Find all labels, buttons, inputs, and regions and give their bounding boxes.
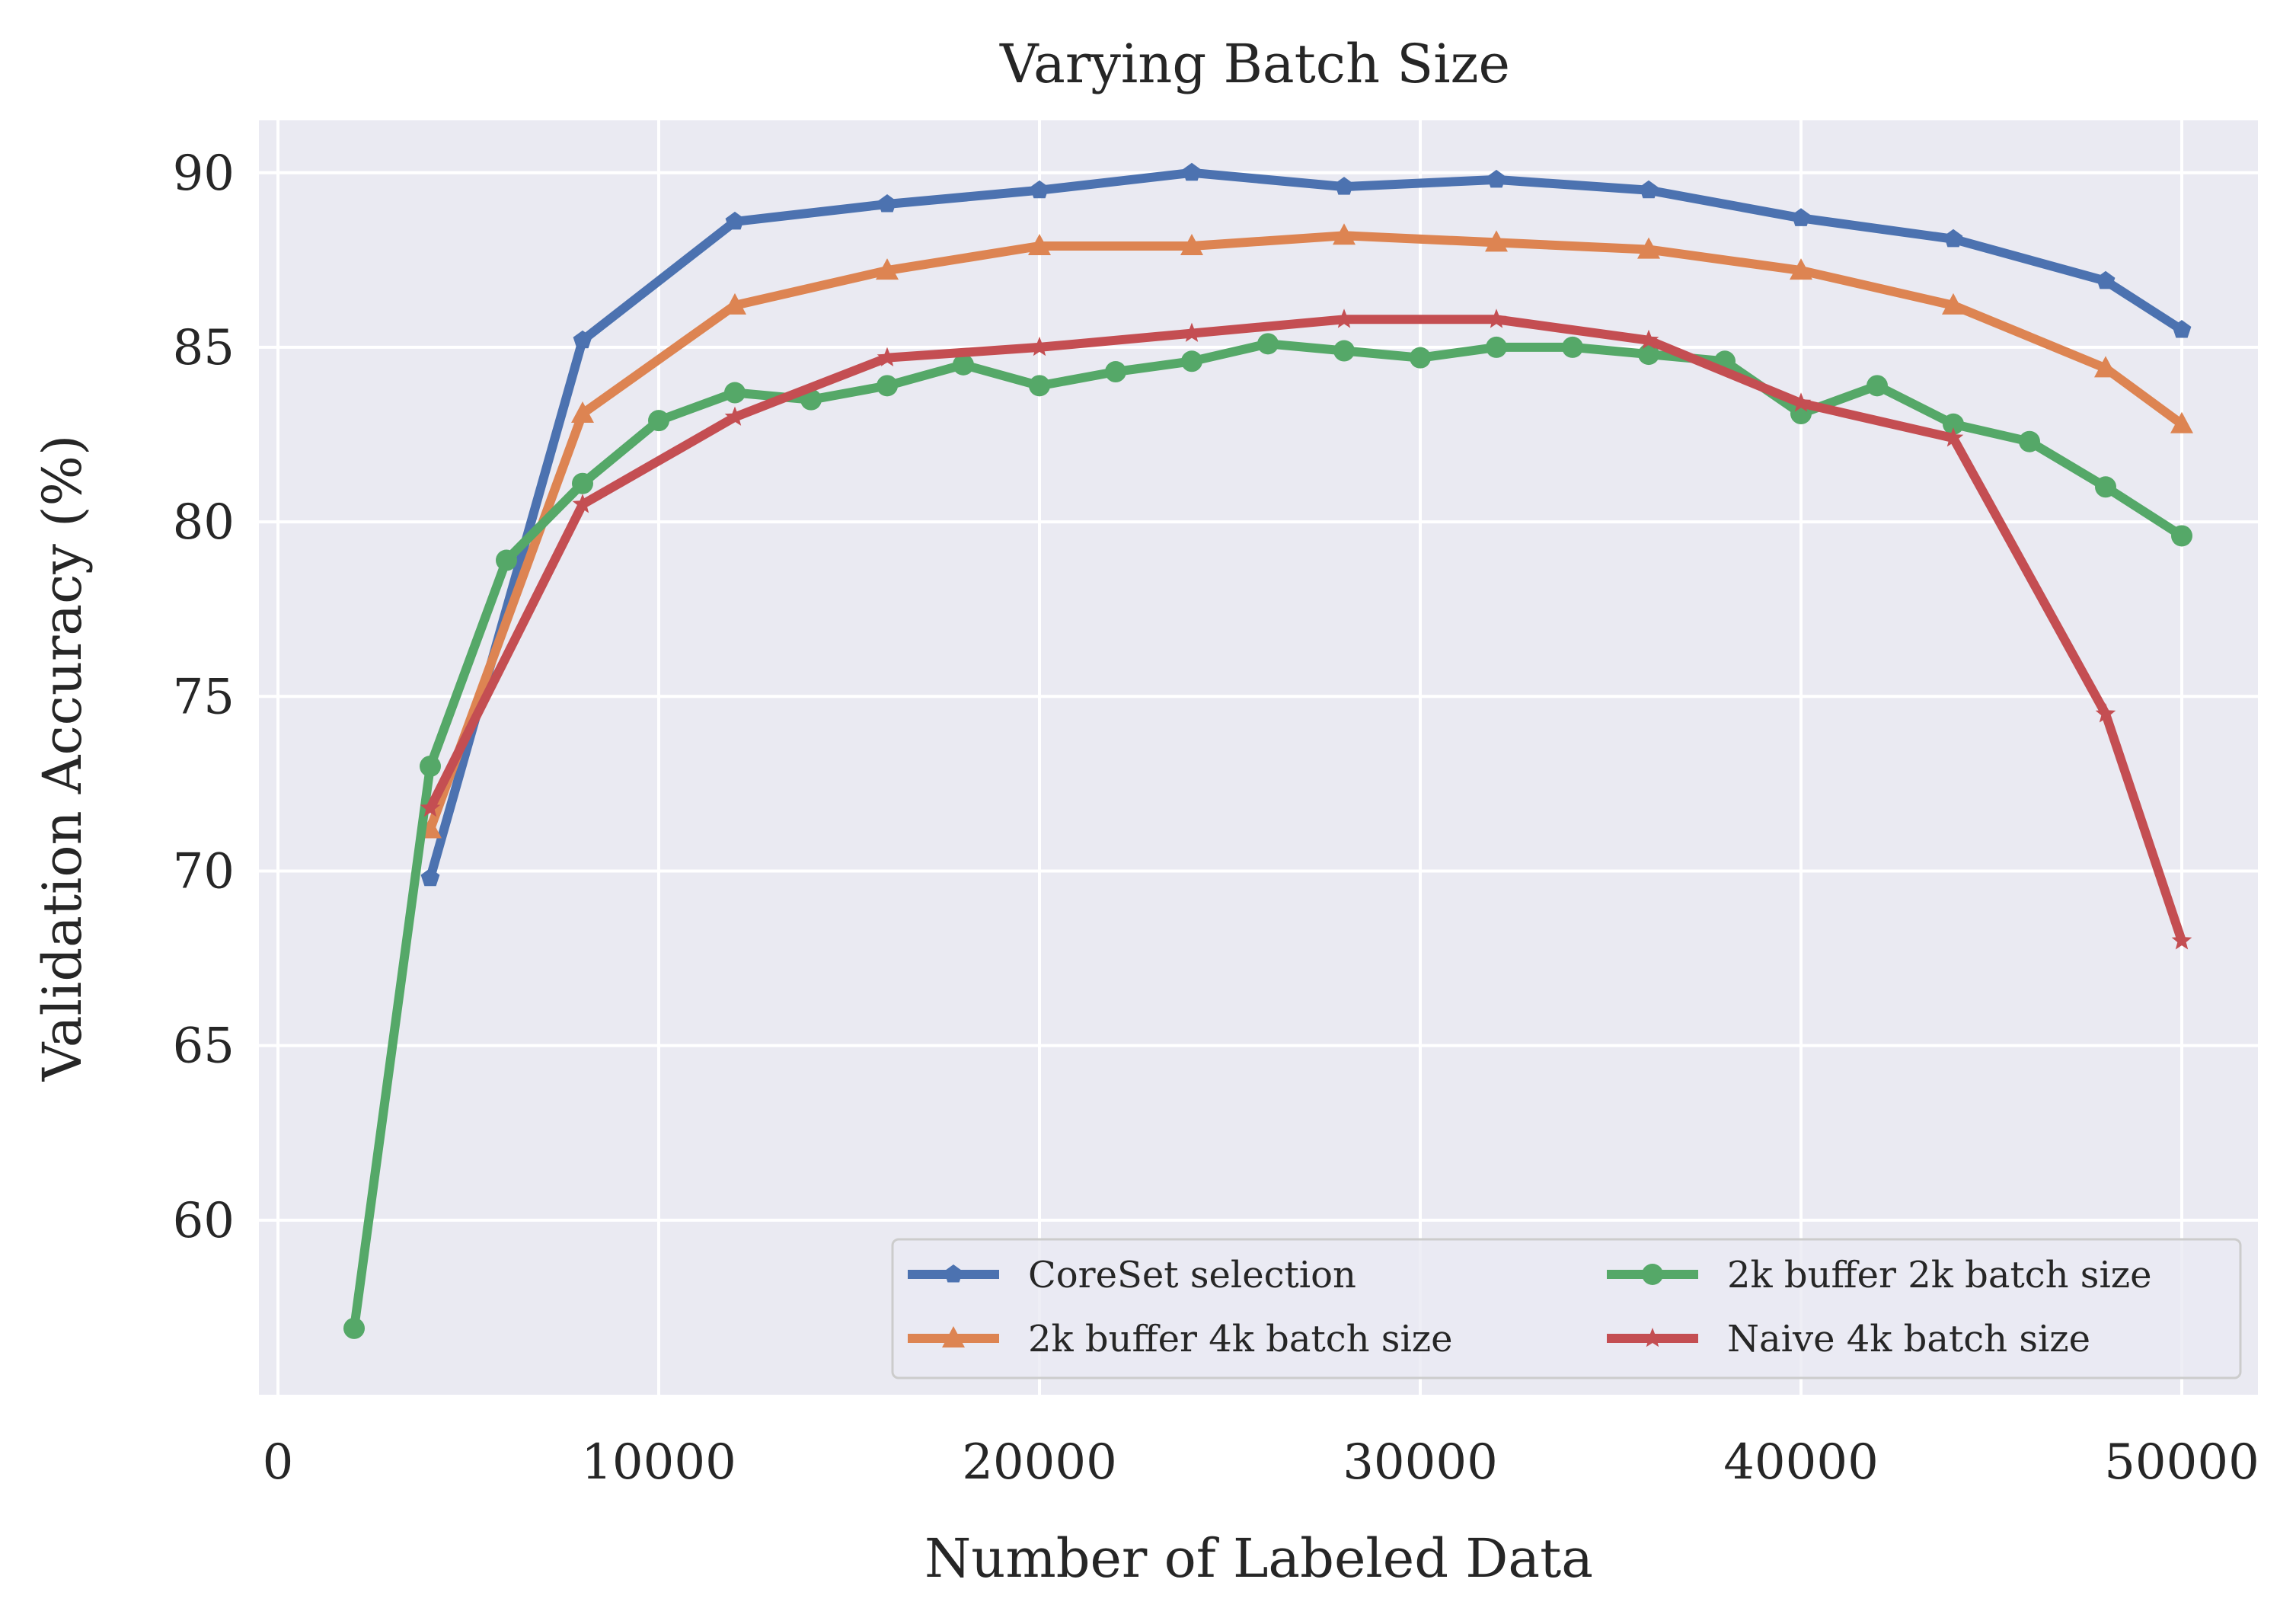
data-point: [877, 347, 898, 366]
data-point: [420, 868, 440, 887]
x-tick-label: 20000: [962, 1434, 1117, 1491]
data-point: [573, 330, 592, 349]
data-point: [724, 406, 746, 426]
data-point: [1030, 180, 1049, 199]
x-tick-label: 0: [263, 1434, 294, 1491]
data-point: [420, 755, 441, 777]
y-tick-label: 80: [173, 494, 235, 551]
data-point: [1486, 336, 1507, 358]
grid-lines: [259, 120, 2258, 1395]
x-tick-labels: 0 10000 20000 30000 40000 50000: [263, 1434, 2259, 1491]
x-tick-label: 30000: [1343, 1434, 1498, 1491]
data-point: [1638, 344, 1659, 366]
data-point: [1791, 208, 1811, 226]
data-point: [571, 401, 594, 423]
data-point: [877, 375, 898, 397]
series-2: [419, 223, 2193, 839]
data-point: [1333, 308, 1355, 328]
data-point: [1943, 229, 1963, 248]
legend-marker: [944, 1264, 963, 1283]
legend-item: CoreSet selection: [908, 1254, 1356, 1296]
x-tick-label: 40000: [1723, 1434, 1879, 1491]
legend-label: 2k buffer 2k batch size: [1727, 1254, 2151, 1296]
data-point: [1790, 258, 1812, 280]
data-point: [725, 211, 745, 230]
data-point: [1028, 234, 1051, 255]
legend: CoreSet selection 2k buffer 4k batch size…: [891, 1238, 2242, 1379]
data-point: [1257, 333, 1279, 355]
legend-item: 2k buffer 2k batch size: [1607, 1254, 2151, 1296]
x-tick-label: 10000: [581, 1434, 736, 1491]
data-point: [1486, 308, 1507, 328]
legend-marker: [1642, 1264, 1663, 1285]
x-axis-label: Number of Labeled Data: [924, 1527, 1593, 1590]
data-point: [2094, 356, 2117, 378]
data-point: [1182, 162, 1202, 181]
data-point: [572, 472, 593, 494]
series-3: [343, 333, 2192, 1339]
data-point: [1562, 336, 1583, 358]
data-point: [1485, 230, 1508, 252]
data-point: [2019, 430, 2040, 452]
data-point: [343, 1317, 365, 1339]
y-axis-label: Validation Accuracy (%): [31, 435, 94, 1082]
data-point: [953, 353, 974, 376]
data-point: [1181, 322, 1202, 342]
data-point: [1637, 237, 1660, 259]
data-point: [1180, 234, 1203, 255]
series-group: [343, 162, 2193, 1339]
y-tick-label: 70: [173, 843, 235, 900]
data-point: [877, 194, 897, 213]
data-point: [2171, 930, 2192, 950]
data-point: [2095, 476, 2116, 498]
data-point: [2095, 703, 2116, 723]
data-point: [648, 410, 669, 432]
data-point: [1486, 169, 1506, 188]
data-point: [2171, 525, 2192, 547]
data-point: [1942, 293, 1965, 315]
data-point: [2096, 270, 2116, 289]
y-tick-label: 90: [173, 145, 235, 202]
data-point: [2172, 320, 2192, 338]
data-point: [723, 293, 746, 315]
legend-box: [891, 1238, 2242, 1379]
y-tick-label: 65: [173, 1018, 235, 1075]
chart-title: Varying Batch Size: [999, 33, 1510, 95]
legend-label: CoreSet selection: [1028, 1254, 1356, 1296]
data-point: [1029, 336, 1050, 356]
data-point: [1105, 361, 1126, 383]
legend-label: 2k buffer 4k batch size: [1028, 1318, 1452, 1360]
data-point: [1029, 375, 1050, 397]
series-1: [420, 162, 2192, 887]
legend-marker: [942, 1326, 965, 1347]
data-point: [724, 382, 746, 404]
data-point: [420, 798, 441, 817]
data-point: [1410, 347, 1431, 369]
y-tick-label: 60: [173, 1193, 235, 1249]
legend-item: Naive 4k batch size: [1607, 1318, 2090, 1360]
y-tick-label: 85: [173, 320, 235, 376]
data-point: [876, 258, 899, 280]
data-point: [1181, 350, 1202, 372]
data-point: [1943, 413, 1964, 435]
y-tick-label: 75: [173, 669, 235, 725]
data-point: [2170, 411, 2193, 433]
data-point: [572, 494, 593, 513]
data-point: [1638, 329, 1659, 350]
x-tick-label: 50000: [2104, 1434, 2259, 1491]
series-4: [420, 308, 2192, 950]
data-point: [496, 549, 517, 571]
data-point: [1790, 392, 1812, 412]
legend-marker: [1642, 1328, 1663, 1347]
legend-item: 2k buffer 4k batch size: [908, 1318, 1452, 1360]
legend-label: Naive 4k batch size: [1727, 1318, 2090, 1360]
data-point: [1334, 177, 1354, 195]
data-point: [1333, 340, 1355, 362]
data-point: [1866, 375, 1888, 397]
y-tick-labels: 60 65 70 75 80 85 90: [173, 145, 235, 1249]
data-point: [1943, 427, 1964, 447]
data-point: [1333, 223, 1356, 245]
data-point: [1639, 180, 1659, 199]
